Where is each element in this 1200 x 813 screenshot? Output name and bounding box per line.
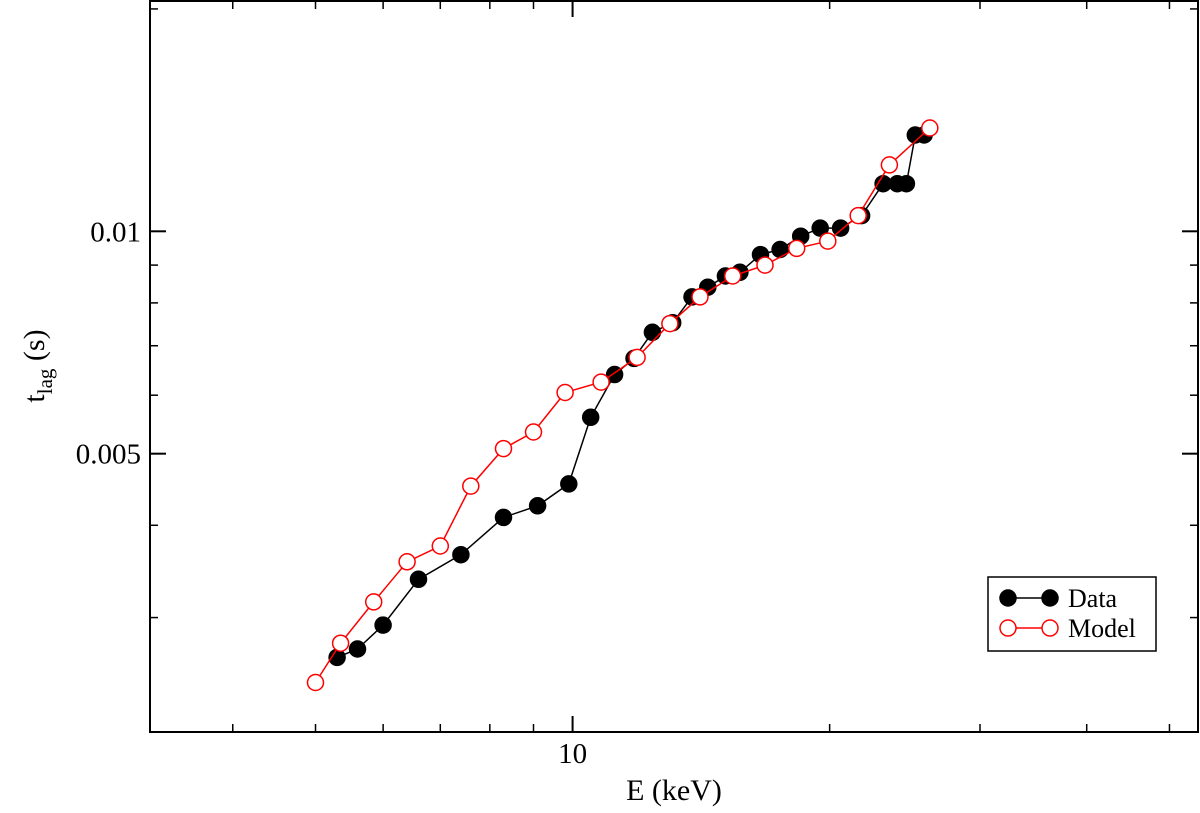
data-point-model <box>723 267 742 285</box>
data-point-data <box>811 219 829 237</box>
axis-tick-labels: 10 0.005 0.01 <box>76 216 587 770</box>
legend: Data Model <box>987 576 1157 652</box>
data-point-model <box>819 232 837 250</box>
data-point-data <box>409 570 428 589</box>
legend-label-data: Data <box>1068 584 1118 613</box>
plot-frame <box>149 0 1199 733</box>
y-axis-title: tlag (s) <box>18 329 57 402</box>
series-data <box>328 126 933 667</box>
data-point-model <box>691 288 709 306</box>
data-point-data <box>452 545 470 564</box>
data-point-model <box>431 537 450 555</box>
y-axis-title-main: t <box>18 394 51 403</box>
data-point-model <box>398 553 416 571</box>
data-point-model <box>494 439 513 458</box>
legend-marker-model <box>999 619 1017 637</box>
data-point-data <box>581 408 600 427</box>
data-point-data <box>374 616 392 634</box>
data-point-model <box>364 593 383 611</box>
series-line-model <box>314 127 931 683</box>
data-point-model <box>592 373 610 391</box>
legend-label-model: Model <box>1068 614 1136 643</box>
legend-marker-data <box>1041 589 1059 607</box>
data-point-data <box>494 508 513 527</box>
data-point-data <box>528 497 547 515</box>
plot-content <box>306 119 939 692</box>
y-axis-title-sub: lag <box>33 368 57 394</box>
data-point-data <box>897 174 916 193</box>
legend-marker-data <box>999 589 1017 607</box>
data-point-model <box>556 383 574 402</box>
legend-marker-model <box>1041 619 1059 637</box>
y-tick-label: 0.005 <box>76 439 141 471</box>
data-point-model <box>306 673 325 692</box>
series-model <box>306 119 939 692</box>
x-axis-title: E (keV) <box>626 774 722 807</box>
data-point-model <box>787 239 806 258</box>
data-point-model <box>756 256 774 274</box>
data-point-model <box>661 314 679 333</box>
data-point-data <box>348 640 367 658</box>
x-tick-label: 10 <box>558 738 587 770</box>
data-point-data <box>771 240 789 259</box>
data-point-model <box>921 119 939 137</box>
legend-box <box>987 576 1157 652</box>
data-point-data <box>643 323 662 342</box>
y-axis-title-unit: (s) <box>18 329 51 368</box>
data-point-model <box>331 634 350 652</box>
data-point-model <box>628 348 646 367</box>
data-point-model <box>524 423 543 441</box>
data-point-model <box>462 477 480 495</box>
svg-text:tlag (s): tlag (s) <box>18 329 57 402</box>
y-tick-label: 0.01 <box>90 216 141 248</box>
data-point-model <box>849 206 867 225</box>
data-point-data <box>560 475 578 493</box>
axis-ticks <box>150 1 1198 732</box>
data-point-model <box>880 156 899 174</box>
data-point-data <box>831 219 850 237</box>
